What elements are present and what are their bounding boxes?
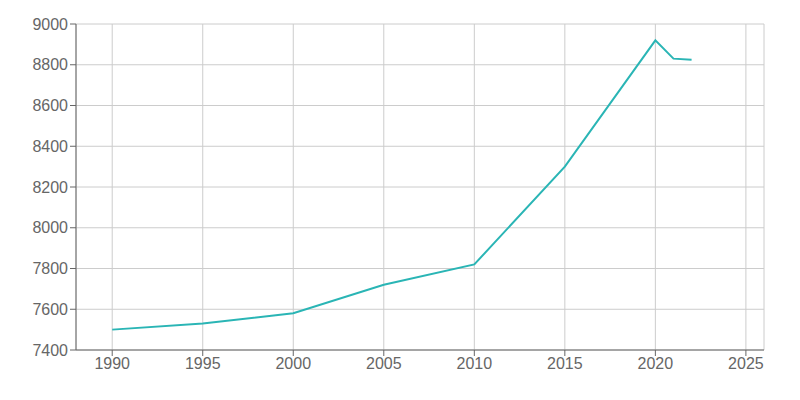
- svg-text:2005: 2005: [366, 355, 402, 372]
- svg-text:8600: 8600: [32, 97, 68, 114]
- svg-text:8000: 8000: [32, 219, 68, 236]
- svg-text:2015: 2015: [547, 355, 583, 372]
- svg-text:1995: 1995: [185, 355, 221, 372]
- svg-text:7600: 7600: [32, 301, 68, 318]
- svg-text:7400: 7400: [32, 342, 68, 359]
- svg-text:8200: 8200: [32, 179, 68, 196]
- svg-text:2025: 2025: [728, 355, 764, 372]
- svg-text:2020: 2020: [638, 355, 674, 372]
- svg-text:8400: 8400: [32, 138, 68, 155]
- svg-text:8800: 8800: [32, 56, 68, 73]
- svg-text:2000: 2000: [275, 355, 311, 372]
- svg-text:2010: 2010: [457, 355, 493, 372]
- svg-text:9000: 9000: [32, 16, 68, 33]
- svg-text:7800: 7800: [32, 260, 68, 277]
- svg-text:1990: 1990: [94, 355, 130, 372]
